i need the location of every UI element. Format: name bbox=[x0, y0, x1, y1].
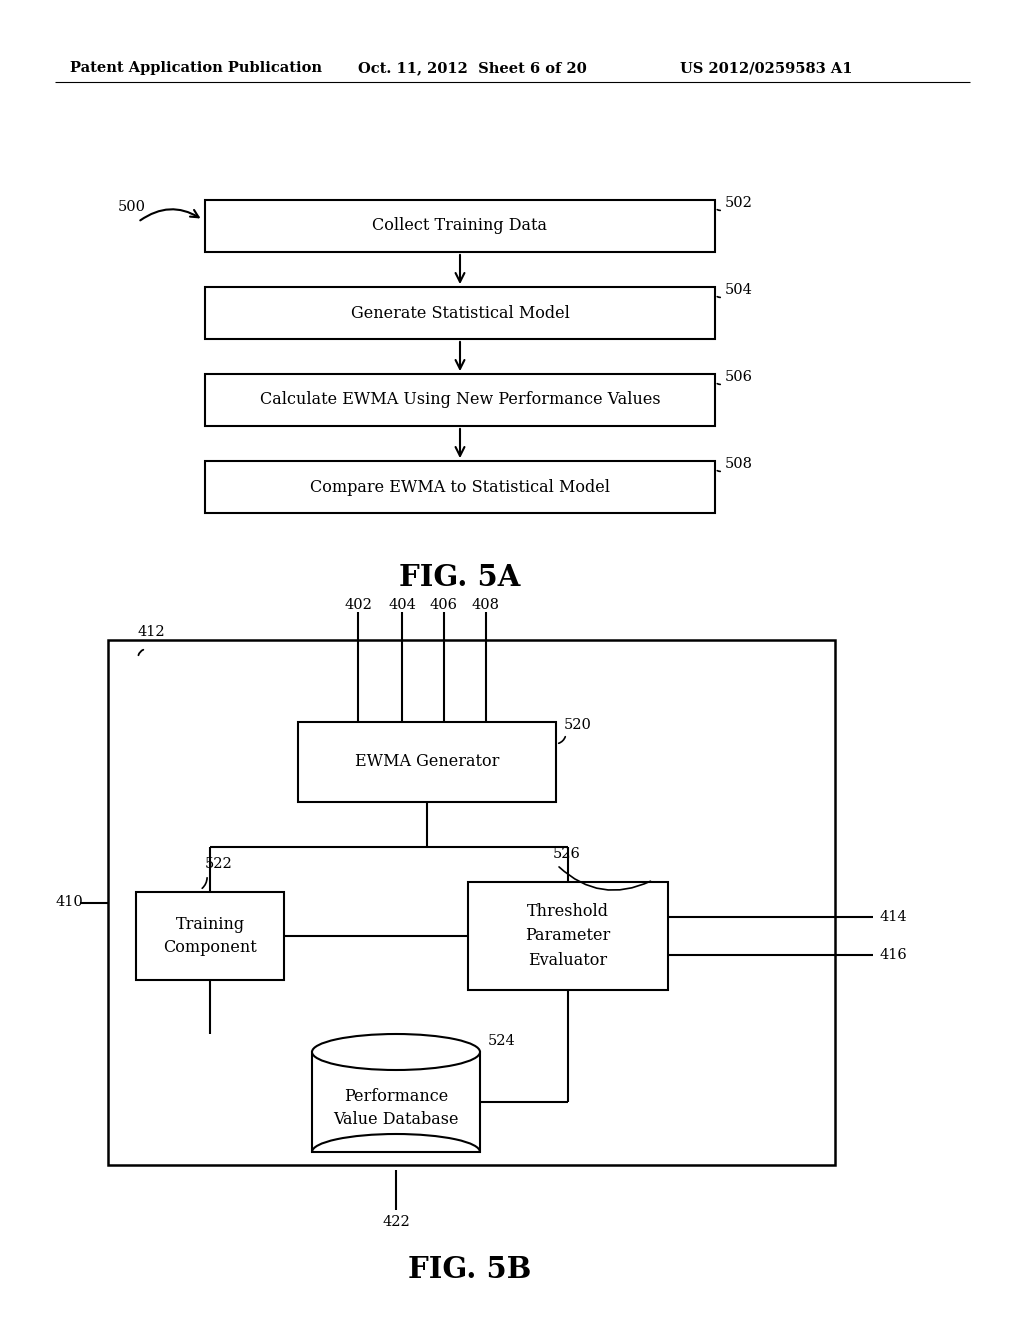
Text: FIG. 5B: FIG. 5B bbox=[409, 1255, 531, 1284]
Bar bbox=[136, 892, 284, 979]
Text: Training
Component: Training Component bbox=[163, 916, 257, 956]
Text: Patent Application Publication: Patent Application Publication bbox=[70, 61, 322, 75]
Bar bbox=[468, 882, 668, 990]
Bar bbox=[108, 640, 835, 1166]
Text: 508: 508 bbox=[725, 457, 753, 471]
Text: 504: 504 bbox=[725, 282, 753, 297]
FancyArrowPatch shape bbox=[559, 737, 565, 743]
FancyArrowPatch shape bbox=[559, 867, 650, 890]
Text: Compare EWMA to Statistical Model: Compare EWMA to Statistical Model bbox=[310, 479, 610, 495]
Bar bbox=[205, 461, 715, 513]
Text: Calculate EWMA Using New Performance Values: Calculate EWMA Using New Performance Val… bbox=[260, 392, 660, 408]
Bar bbox=[298, 722, 556, 803]
Ellipse shape bbox=[312, 1034, 480, 1071]
FancyArrowPatch shape bbox=[138, 649, 143, 655]
Text: 412: 412 bbox=[138, 624, 166, 639]
Text: 502: 502 bbox=[725, 195, 753, 210]
Text: Oct. 11, 2012  Sheet 6 of 20: Oct. 11, 2012 Sheet 6 of 20 bbox=[358, 61, 587, 75]
Text: Performance
Value Database: Performance Value Database bbox=[333, 1088, 459, 1129]
Text: 506: 506 bbox=[725, 370, 753, 384]
Text: 402: 402 bbox=[344, 598, 372, 612]
Bar bbox=[205, 374, 715, 426]
FancyArrowPatch shape bbox=[202, 878, 207, 888]
Text: 526: 526 bbox=[553, 847, 581, 861]
Text: Generate Statistical Model: Generate Statistical Model bbox=[350, 305, 569, 322]
Bar bbox=[205, 201, 715, 252]
Text: FIG. 5A: FIG. 5A bbox=[399, 564, 520, 591]
Text: Collect Training Data: Collect Training Data bbox=[373, 218, 548, 235]
FancyArrowPatch shape bbox=[140, 210, 199, 220]
Text: 524: 524 bbox=[488, 1034, 516, 1048]
Text: Threshold
Parameter
Evaluator: Threshold Parameter Evaluator bbox=[525, 903, 610, 969]
Text: 404: 404 bbox=[388, 598, 416, 612]
Text: 406: 406 bbox=[430, 598, 458, 612]
Text: 500: 500 bbox=[118, 201, 146, 214]
Text: EWMA Generator: EWMA Generator bbox=[354, 754, 499, 771]
Text: 408: 408 bbox=[472, 598, 500, 612]
Text: 520: 520 bbox=[564, 718, 592, 733]
Text: 410: 410 bbox=[56, 895, 84, 909]
Bar bbox=[205, 286, 715, 339]
Bar bbox=[312, 1052, 480, 1152]
Text: 422: 422 bbox=[382, 1214, 410, 1229]
Text: 414: 414 bbox=[879, 909, 906, 924]
Text: 522: 522 bbox=[205, 857, 232, 871]
Text: US 2012/0259583 A1: US 2012/0259583 A1 bbox=[680, 61, 853, 75]
Text: 416: 416 bbox=[879, 949, 906, 962]
